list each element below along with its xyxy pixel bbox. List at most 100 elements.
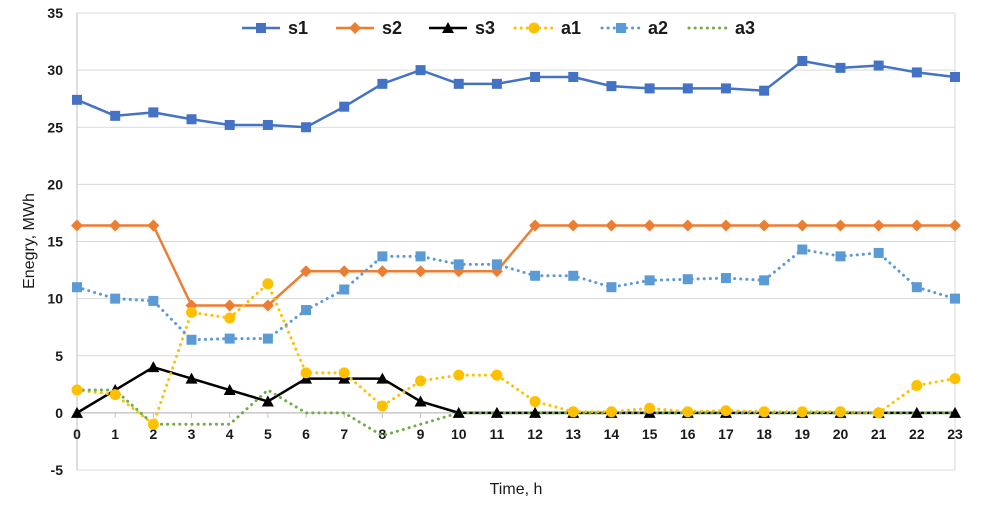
- data-point-s3: [71, 406, 83, 418]
- legend-label-a1: a1: [561, 18, 581, 38]
- data-point-s3: [529, 406, 542, 418]
- x-tick-label: 11: [490, 426, 505, 442]
- data-point-a1: [796, 406, 808, 418]
- data-point-s3: [490, 406, 503, 418]
- y-tick-label: 15: [47, 234, 63, 250]
- data-point-s1: [911, 67, 922, 78]
- data-point-s1: [301, 122, 312, 133]
- data-point-a2: [606, 282, 617, 293]
- x-tick-label: 12: [527, 426, 543, 442]
- data-point-s3: [261, 395, 274, 407]
- data-point-s2: [567, 219, 580, 232]
- data-point-a2: [530, 270, 541, 281]
- data-point-s2: [719, 219, 732, 232]
- data-point-a2: [186, 334, 197, 345]
- series-line-a3: [75, 388, 957, 438]
- data-point-a2: [72, 282, 82, 293]
- data-point-a2: [835, 251, 846, 262]
- data-point-a2: [453, 259, 464, 270]
- y-tick-label: 20: [47, 176, 63, 192]
- data-point-a1: [186, 306, 198, 318]
- y-tick-label: 35: [47, 5, 63, 21]
- data-point-s1: [339, 101, 350, 112]
- data-point-a2: [644, 275, 655, 286]
- data-point-a2: [339, 284, 350, 295]
- data-point-a2: [950, 293, 960, 304]
- x-tick-label: 22: [909, 426, 925, 442]
- x-tick-label: 1: [111, 426, 119, 442]
- x-tick-label: 10: [451, 426, 467, 442]
- x-tick-label: 19: [795, 426, 811, 442]
- series-line-a2: [75, 247, 957, 342]
- data-point-a2: [377, 251, 388, 262]
- data-point-s1: [682, 83, 693, 94]
- data-point-s3: [452, 406, 465, 418]
- data-point-a2: [911, 282, 922, 293]
- data-point-a1: [415, 375, 427, 387]
- x-tick-label: 21: [871, 426, 887, 442]
- data-point-a2: [224, 333, 235, 344]
- data-point-s1: [835, 62, 846, 73]
- data-point-s1: [606, 81, 617, 92]
- legend-label-s3: s3: [475, 18, 495, 38]
- data-point-a2: [301, 305, 312, 316]
- data-point-a1: [300, 367, 312, 379]
- data-point-s1: [72, 94, 82, 105]
- y-tick-label: 30: [47, 62, 63, 78]
- data-point-s2: [529, 219, 542, 232]
- y-tick-label: -5: [51, 462, 64, 478]
- data-point-s1: [453, 78, 464, 89]
- data-point-s1: [759, 85, 770, 96]
- data-point-a1: [873, 407, 885, 419]
- x-tick-label: 2: [149, 426, 157, 442]
- data-point-a1: [109, 389, 121, 401]
- data-point-s1: [186, 114, 197, 125]
- series-line-a1: [75, 282, 957, 426]
- data-point-s1: [262, 119, 273, 130]
- y-tick-label: 5: [55, 348, 63, 364]
- data-point-s1: [873, 60, 884, 71]
- x-tick-label: 23: [947, 426, 963, 442]
- x-tick-label: 6: [302, 426, 310, 442]
- x-tick-label: 3: [188, 426, 196, 442]
- data-point-a1: [567, 406, 579, 418]
- data-point-s1: [377, 78, 388, 89]
- legend-label-s1: s1: [288, 18, 308, 38]
- y-tick-label: 10: [47, 291, 63, 307]
- data-point-a2: [415, 251, 426, 262]
- data-point-a1: [262, 278, 274, 290]
- data-point-a1: [338, 367, 350, 379]
- data-point-a1: [720, 405, 732, 417]
- x-axis-title: Time, h: [490, 481, 543, 498]
- data-point-s3: [910, 406, 923, 418]
- data-point-a1: [758, 406, 770, 418]
- data-point-a1: [529, 395, 541, 407]
- y-tick-label: 25: [47, 119, 63, 135]
- x-tick-label: 13: [565, 426, 581, 442]
- data-point-s2: [910, 219, 923, 232]
- data-point-s3: [376, 372, 389, 384]
- legend-marker-a1: [528, 22, 540, 34]
- x-tick-label: 17: [718, 426, 734, 442]
- legend-marker-s2: [349, 22, 361, 34]
- data-point-s3: [414, 395, 427, 407]
- series-line-s2: [77, 224, 955, 307]
- data-point-s1: [720, 83, 731, 94]
- data-point-s2: [109, 219, 122, 232]
- data-point-a1: [376, 400, 388, 412]
- x-tick-label: 4: [226, 426, 234, 442]
- data-point-s2: [605, 219, 618, 232]
- x-tick-label: 15: [642, 426, 658, 442]
- data-point-s2: [261, 299, 274, 312]
- data-point-s3: [147, 361, 160, 373]
- x-tick-label: 5: [264, 426, 272, 442]
- y-axis-title: Enegry, MWh: [21, 193, 38, 289]
- data-point-s1: [530, 71, 541, 82]
- series-line-s1: [76, 59, 956, 129]
- data-point-s3: [949, 406, 961, 418]
- data-point-a2: [759, 275, 770, 286]
- data-point-s2: [376, 265, 389, 278]
- data-point-a1: [949, 373, 961, 385]
- data-point-s2: [834, 219, 847, 232]
